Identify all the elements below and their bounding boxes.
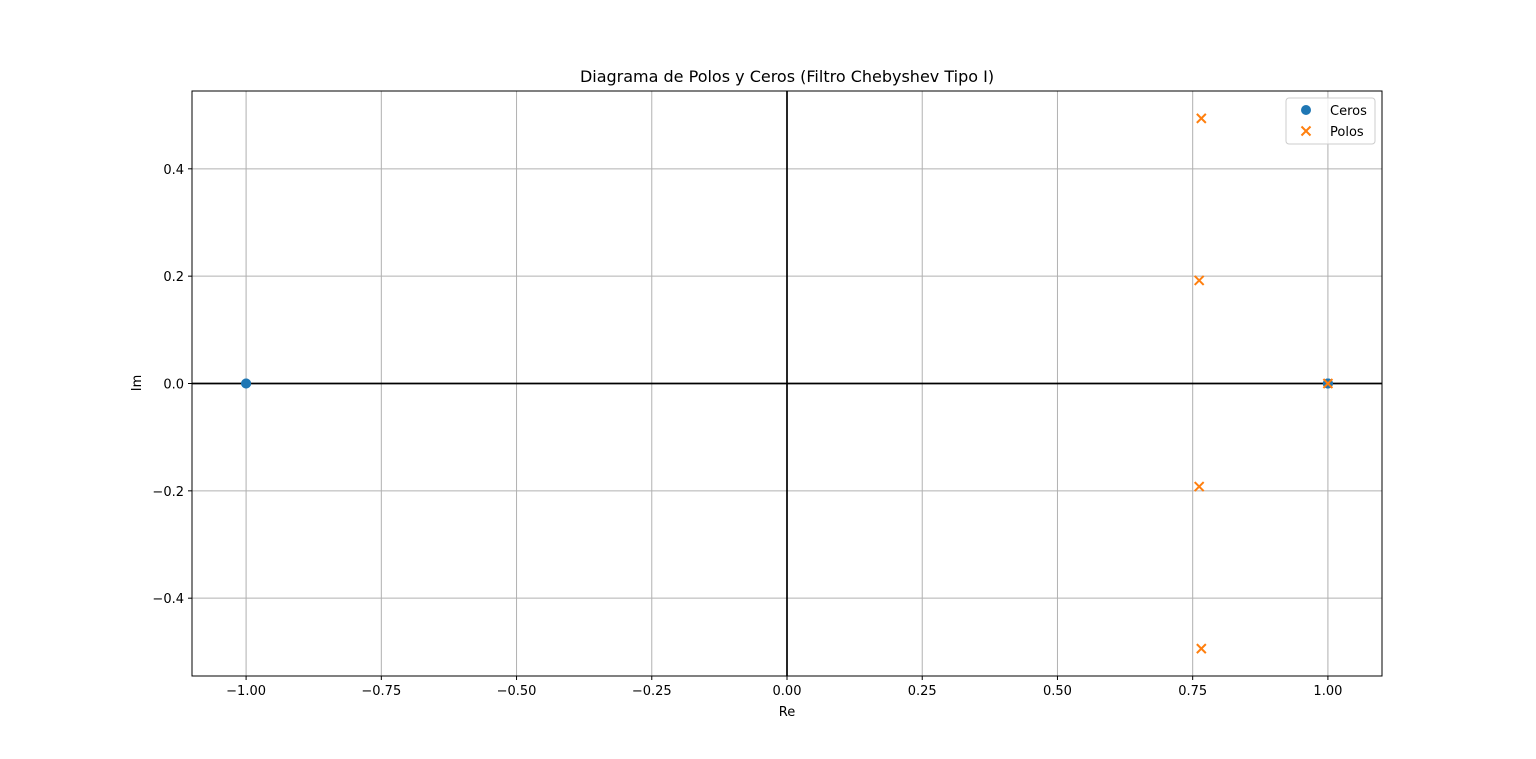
x-tick-label: 0.00 — [773, 684, 802, 699]
y-axis-label: Im — [130, 375, 145, 392]
x-tick-label: −1.00 — [226, 684, 266, 699]
x-tick-label: −0.75 — [361, 684, 401, 699]
x-marker-stroke — [1300, 125, 1312, 137]
pole-marker — [1193, 275, 1205, 286]
pole-marker — [1193, 481, 1205, 492]
y-tick-label: 0.4 — [163, 163, 184, 178]
legend-marker-ceros — [1301, 105, 1311, 115]
x-tick-label: 1.00 — [1313, 684, 1342, 699]
x-marker-stroke — [1193, 481, 1205, 492]
y-tick-label: 0.2 — [163, 270, 184, 285]
x-tick-label: −0.50 — [497, 684, 537, 699]
x-tick-label: 0.50 — [1043, 684, 1072, 699]
y-tick-label: −0.2 — [152, 485, 184, 500]
x-marker-stroke — [1322, 378, 1334, 389]
x-marker-stroke — [1196, 643, 1207, 654]
legend-marker-polos — [1300, 125, 1312, 137]
data-points — [241, 113, 1334, 654]
x-axis-label: Re — [779, 705, 795, 720]
y-tick-label: −0.4 — [152, 592, 184, 607]
zero-marker — [241, 378, 252, 389]
pole-marker — [1196, 113, 1207, 124]
x-marker-stroke — [1196, 113, 1207, 124]
pole-marker — [1196, 643, 1207, 654]
x-tick-label: 0.25 — [908, 684, 937, 699]
pole-marker — [1322, 378, 1334, 389]
x-marker-stroke — [1193, 275, 1205, 286]
chart-title: Diagrama de Polos y Ceros (Filtro Chebys… — [580, 67, 994, 86]
axis-ticks: −1.00 −0.75 −0.50 −0.25 0.00 0.25 0.50 0.75 1.00… — [152, 163, 1342, 699]
legend: Ceros Polos — [1285, 97, 1376, 145]
legend-label-polos: Polos — [1330, 125, 1364, 140]
series-polos — [1193, 113, 1334, 654]
reference-lines — [192, 91, 1382, 676]
y-tick-label: 0.0 — [163, 378, 184, 393]
x-tick-label: −0.25 — [632, 684, 672, 699]
legend-label-ceros: Ceros — [1330, 104, 1367, 119]
x-tick-label: 0.75 — [1178, 684, 1207, 699]
